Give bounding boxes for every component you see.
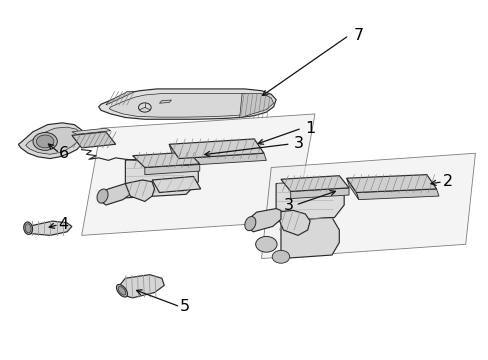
Polygon shape (152, 176, 201, 193)
Text: 1: 1 (305, 121, 315, 136)
Circle shape (33, 132, 57, 150)
Text: 6: 6 (59, 146, 68, 161)
Polygon shape (99, 89, 276, 119)
Polygon shape (81, 114, 314, 235)
Polygon shape (346, 175, 436, 193)
Ellipse shape (97, 189, 108, 203)
Polygon shape (159, 100, 171, 103)
Polygon shape (144, 164, 200, 175)
Circle shape (255, 237, 277, 252)
Polygon shape (26, 127, 80, 154)
Polygon shape (72, 128, 111, 134)
Polygon shape (106, 91, 135, 105)
Text: 3: 3 (284, 198, 294, 212)
Text: 4: 4 (59, 217, 68, 232)
Text: 7: 7 (353, 28, 363, 43)
Polygon shape (261, 153, 474, 258)
Ellipse shape (25, 224, 31, 233)
Polygon shape (169, 144, 181, 166)
Circle shape (272, 250, 289, 263)
Ellipse shape (118, 287, 125, 295)
Text: 3: 3 (293, 136, 304, 152)
Polygon shape (118, 275, 164, 298)
Polygon shape (281, 217, 339, 258)
Polygon shape (132, 152, 200, 167)
Polygon shape (276, 180, 344, 221)
Polygon shape (356, 189, 438, 200)
Polygon shape (346, 178, 358, 200)
Polygon shape (248, 208, 281, 232)
Polygon shape (125, 180, 154, 202)
Ellipse shape (116, 284, 127, 297)
Polygon shape (125, 157, 193, 175)
Text: 5: 5 (180, 299, 190, 314)
Polygon shape (290, 188, 348, 199)
Ellipse shape (244, 216, 255, 231)
Polygon shape (239, 94, 273, 118)
Polygon shape (169, 139, 264, 158)
Ellipse shape (23, 222, 33, 234)
Polygon shape (179, 153, 266, 166)
Circle shape (36, 135, 54, 148)
Text: 2: 2 (442, 174, 452, 189)
Polygon shape (109, 94, 266, 117)
Polygon shape (19, 123, 84, 158)
Polygon shape (125, 157, 198, 198)
Polygon shape (276, 210, 309, 235)
Polygon shape (101, 184, 130, 205)
Polygon shape (25, 221, 72, 235)
Polygon shape (72, 132, 116, 148)
Polygon shape (281, 176, 348, 192)
